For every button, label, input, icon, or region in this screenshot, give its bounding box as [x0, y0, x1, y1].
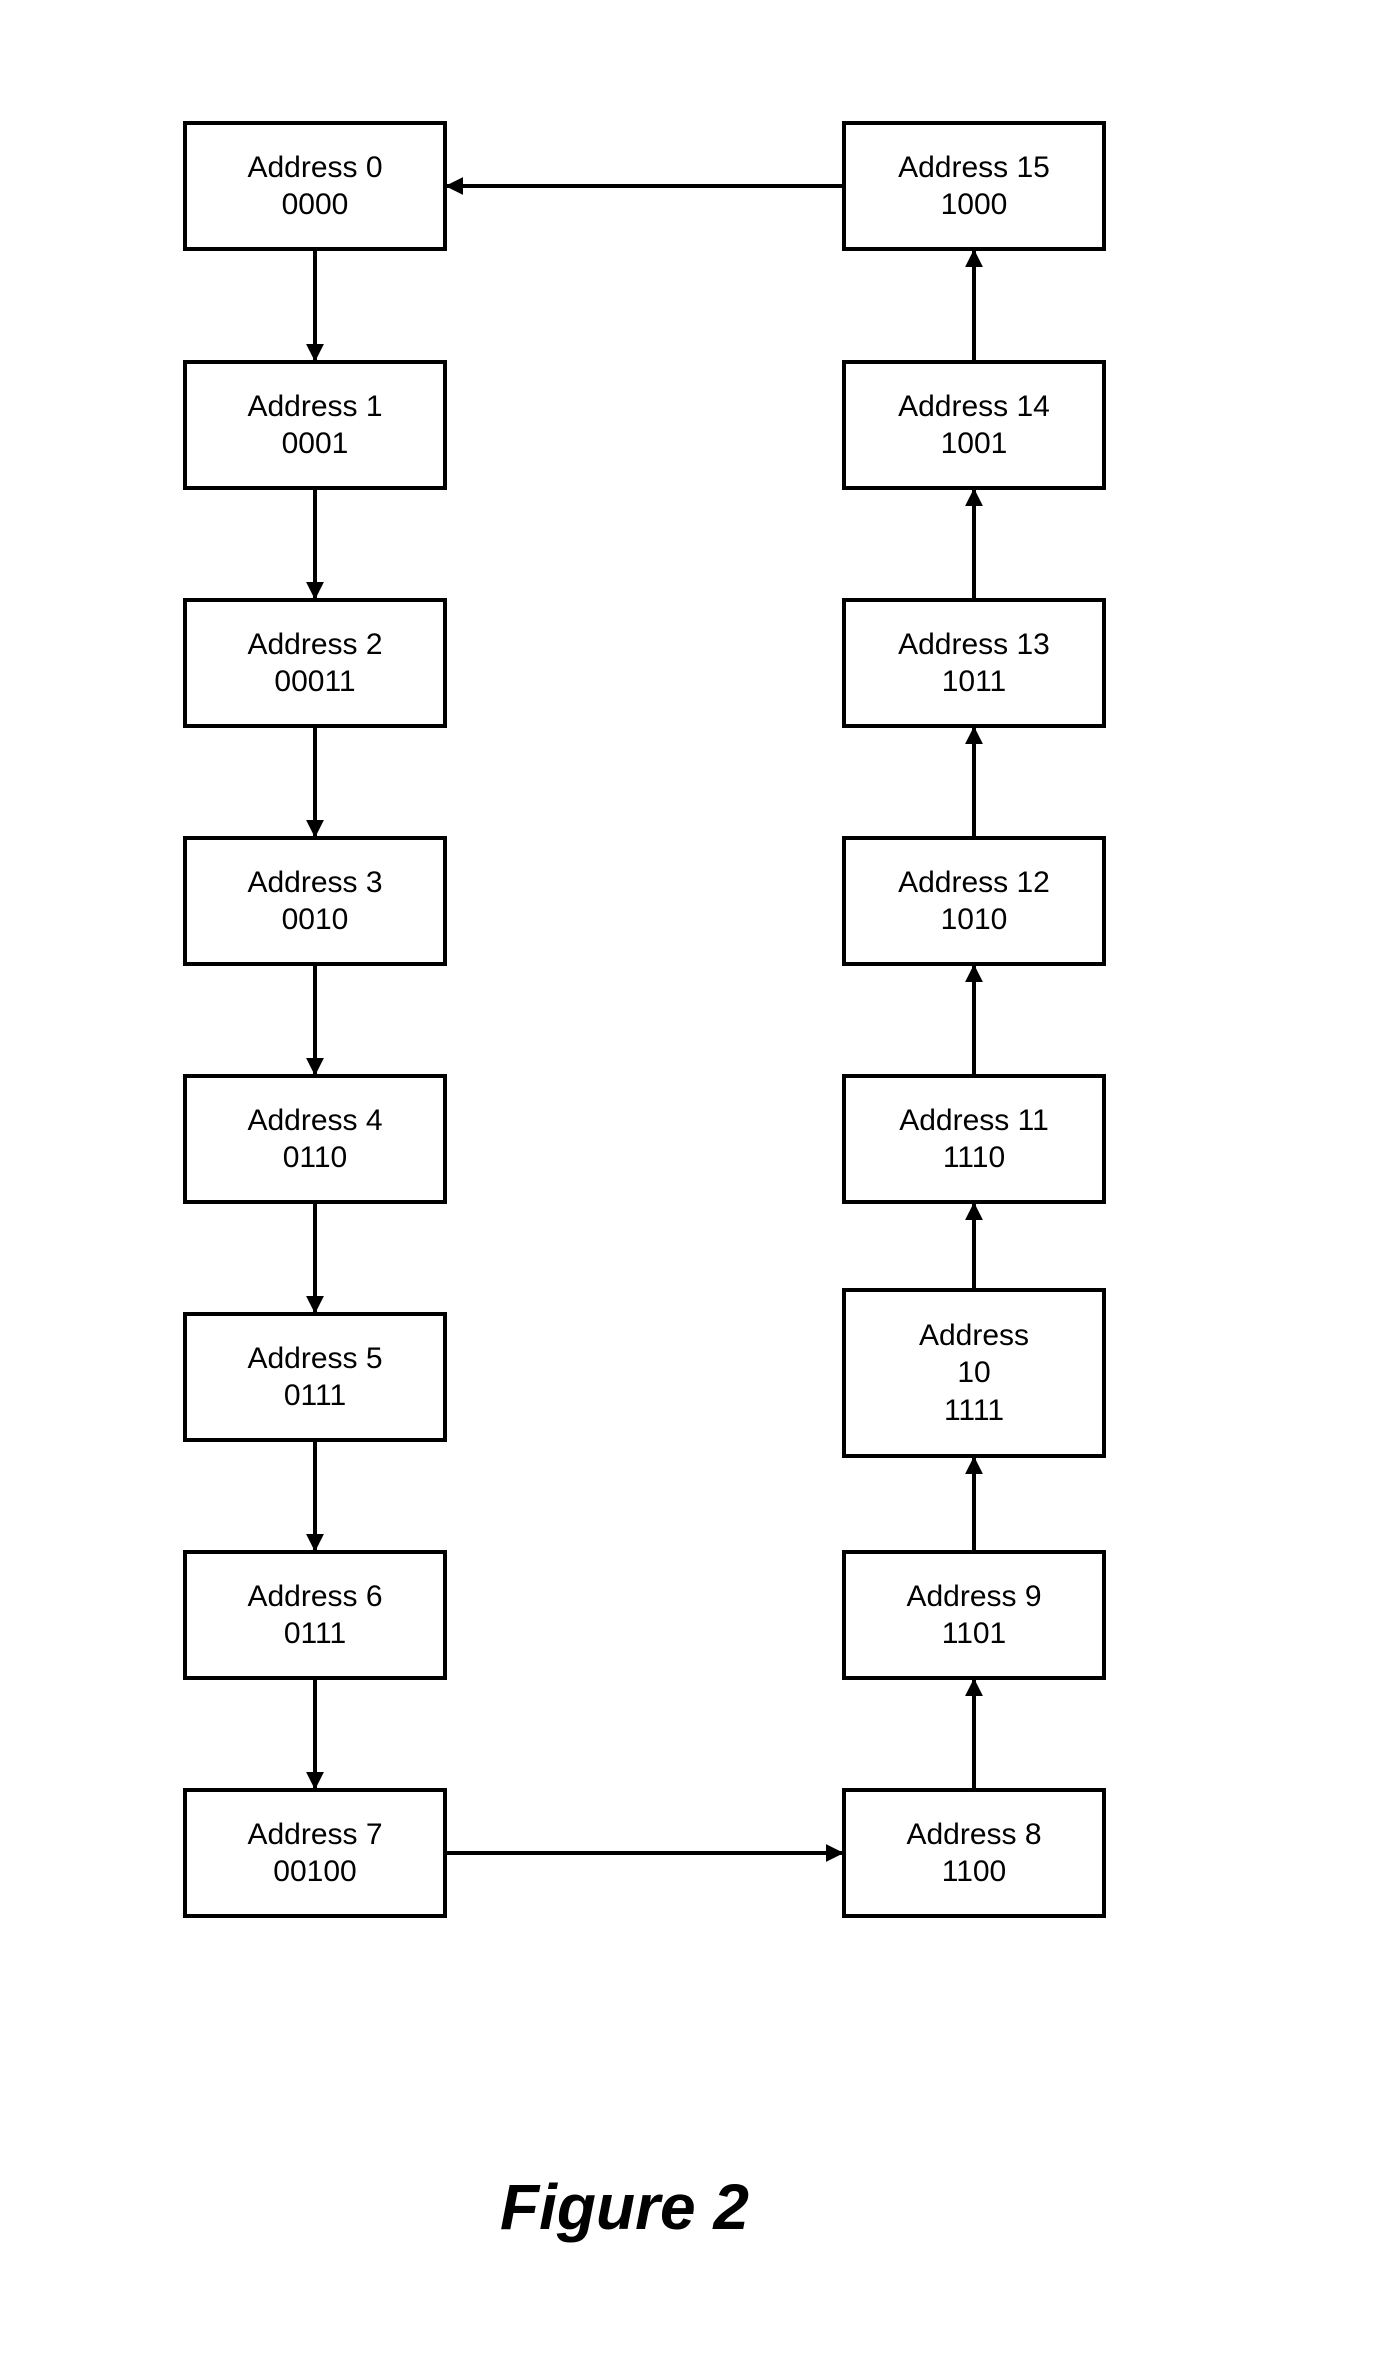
- node-value: 0111: [284, 1377, 346, 1415]
- node-label: Address 5: [247, 1340, 382, 1378]
- node-label: Address 12: [898, 864, 1050, 902]
- node-label: Address 8: [906, 1816, 1041, 1854]
- node-label: Address 3: [247, 864, 382, 902]
- node-n4: Address 40110: [183, 1074, 447, 1204]
- node-n12: Address 121010: [842, 836, 1106, 966]
- node-value: 1100: [942, 1853, 1007, 1891]
- node-label: Address 0: [247, 149, 382, 187]
- node-label: Address 2: [247, 626, 382, 664]
- node-label: Address 6: [247, 1578, 382, 1616]
- node-value: 0111: [284, 1615, 346, 1653]
- node-n1: Address 10001: [183, 360, 447, 490]
- node-label: Address 11: [899, 1102, 1049, 1140]
- node-label: Address 14: [898, 388, 1050, 426]
- node-n8: Address 81100: [842, 1788, 1106, 1918]
- node-label: Address 7: [247, 1816, 382, 1854]
- node-value: 0010: [282, 901, 349, 939]
- node-value: 00100: [273, 1853, 356, 1891]
- node-value: 1001: [941, 425, 1008, 463]
- node-label: Address 13: [898, 626, 1050, 664]
- node-value: 0000: [282, 186, 349, 224]
- node-label: Address 15: [898, 149, 1050, 187]
- node-value: 1011: [942, 663, 1007, 701]
- node-n5: Address 50111: [183, 1312, 447, 1442]
- node-value: 1010: [941, 901, 1008, 939]
- node-n14: Address 141001: [842, 360, 1106, 490]
- node-n2: Address 200011: [183, 598, 447, 728]
- node-label-mid: 10: [957, 1354, 990, 1392]
- node-value: 1110: [943, 1139, 1005, 1177]
- node-value: 0001: [282, 425, 349, 463]
- node-value: 1101: [942, 1615, 1007, 1653]
- node-value: 1111: [944, 1392, 1004, 1430]
- address-cycle-diagram: Address 00000Address 10001Address 200011…: [0, 0, 1378, 2358]
- node-label: Address 1: [247, 388, 382, 426]
- node-n11: Address 111110: [842, 1074, 1106, 1204]
- node-n3: Address 30010: [183, 836, 447, 966]
- node-n6: Address 60111: [183, 1550, 447, 1680]
- node-n0: Address 00000: [183, 121, 447, 251]
- node-value: 1000: [941, 186, 1008, 224]
- node-n9: Address 91101: [842, 1550, 1106, 1680]
- node-label: Address 9: [906, 1578, 1041, 1616]
- node-n15: Address 151000: [842, 121, 1106, 251]
- figure-caption: Figure 2: [500, 2170, 749, 2244]
- node-label: Address 4: [247, 1102, 382, 1140]
- node-n13: Address 131011: [842, 598, 1106, 728]
- node-n10: Address101111: [842, 1288, 1106, 1458]
- node-value: 0110: [283, 1139, 348, 1177]
- node-label: Address: [919, 1317, 1029, 1355]
- node-n7: Address 700100: [183, 1788, 447, 1918]
- node-value: 00011: [274, 663, 355, 701]
